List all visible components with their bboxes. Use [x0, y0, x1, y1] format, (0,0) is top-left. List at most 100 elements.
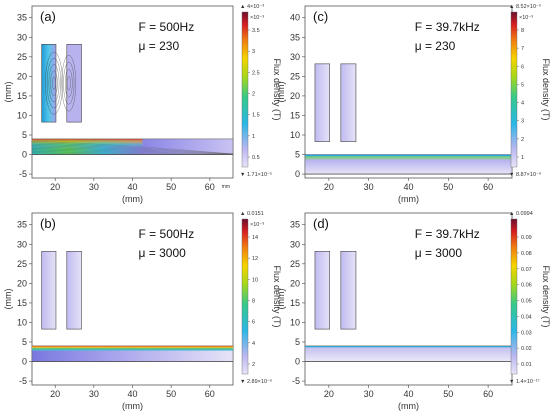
permeability-label: μ = 3000 — [415, 246, 463, 260]
y-axis-label: (mm) — [276, 289, 286, 310]
colorbar-tick-label: 3 — [521, 119, 524, 125]
colorbar — [241, 218, 249, 375]
colorbar-tick-label: 4 — [252, 341, 255, 347]
x-tick-label: 20 — [50, 389, 60, 399]
colorbar-title: Flux density (T) — [541, 265, 550, 327]
panel-b: 20 30 40 50 60 -5 0 5 10 15 20 25 30 35 (mm) (mm) (b) F =… — [3, 211, 282, 411]
y-tick-label: 30 — [17, 239, 27, 249]
flux-line — [31, 149, 234, 155]
colorbar-tick-label: 0.09 — [521, 235, 532, 241]
colorbar-tick-label: 8 — [252, 299, 255, 305]
x-tick-label: 50 — [443, 182, 453, 192]
colorbar-tick-label: 0.06 — [521, 283, 532, 289]
colorbar-tick-label: 1 — [252, 134, 255, 140]
y-tick-label: 10 — [290, 130, 300, 140]
panel-tag: (b) — [40, 216, 56, 231]
x-tick-label: 20 — [50, 182, 60, 192]
y-tick-label: 15 — [290, 110, 300, 120]
flux-line — [65, 69, 73, 98]
y-tick-label: -5 — [19, 376, 27, 386]
x-tick-label: 30 — [364, 389, 374, 399]
y-axis-label: (mm) — [3, 82, 13, 103]
colorbar-exponent: ×10⁻³ — [250, 222, 264, 228]
colorbar-tick-label: 8 — [521, 28, 524, 34]
colorbar-tick-label: 1.5 — [252, 113, 260, 119]
coil-winding-right — [340, 251, 357, 330]
colorbar — [510, 11, 518, 168]
y-tick-label: 5 — [295, 150, 300, 160]
coil-winding-left — [314, 63, 330, 142]
x-tick-label: 50 — [166, 182, 176, 192]
colorbar-max-label: ▲ 0.0994 — [509, 211, 533, 217]
x-axis-label: (mm) — [122, 401, 143, 411]
coil-winding-left — [314, 251, 330, 330]
x-axis-label: (mm) — [398, 401, 419, 411]
y-tick-label: 5 — [295, 337, 300, 347]
colorbar-tick-label: 0.5 — [252, 155, 260, 161]
frequency-label: F = 500Hz — [139, 227, 195, 241]
panel-tag: (a) — [40, 9, 56, 24]
colorbar-min-label: ▼ 2.89×10⁻⁶ — [240, 378, 272, 385]
x-axis-label: (mm) — [122, 194, 143, 204]
y-tick-label: 35 — [17, 13, 27, 23]
x-tick-label: 20 — [324, 389, 334, 399]
flux-line — [52, 76, 56, 90]
y-tick-label: 20 — [290, 91, 300, 101]
flux-line — [66, 76, 71, 91]
coil-winding-right — [66, 251, 82, 330]
colorbar-min-label: ▼ 1.4×10⁻¹⁷ — [509, 378, 540, 385]
coil-winding-right — [340, 63, 357, 142]
x-tick-label: 40 — [127, 182, 137, 192]
flux-line — [63, 62, 75, 105]
y-tick-label: 35 — [290, 220, 300, 230]
colorbar-tick-label: 12 — [252, 256, 258, 262]
frequency-label: F = 500Hz — [139, 20, 195, 34]
colorbar-tick-label: 0.07 — [521, 267, 532, 273]
x-tick-label: 30 — [364, 182, 374, 192]
x-tick-label: 40 — [403, 182, 413, 192]
colorbar-tick-label: 4 — [521, 101, 524, 107]
x-tick-label: 20 — [324, 182, 334, 192]
y-tick-label: 35 — [17, 220, 27, 230]
y-tick-label: 10 — [17, 317, 27, 327]
flux-line — [31, 141, 234, 155]
colorbar-tick-label: 14 — [252, 235, 258, 241]
colorbar-tick-label: 10 — [252, 277, 258, 283]
y-tick-label: 30 — [290, 52, 300, 62]
coil-winding-left — [41, 251, 57, 330]
panel-a: 20 30 40 50 60 -5 0 5 10 15 20 25 30 35 (mm) (mm) mm (a) F… — [3, 4, 282, 204]
colorbar-tick-label: 0.05 — [521, 299, 532, 305]
y-tick-label: 25 — [290, 259, 300, 269]
x-tick-label: 60 — [483, 182, 493, 192]
flux-line — [31, 146, 234, 155]
flux-line — [31, 145, 234, 155]
y-tick-label: 0 — [295, 357, 300, 367]
panel-tag: (c) — [313, 9, 328, 24]
y-tick-label: 0 — [22, 150, 27, 160]
y-axis-label: (mm) — [3, 289, 13, 310]
surface-field-band — [32, 345, 233, 351]
colorbar-max-label: ▲ 0.0151 — [240, 211, 264, 217]
y-tick-label: 35 — [290, 32, 300, 42]
colorbar-tick-label: 2.5 — [252, 70, 260, 76]
permeability-label: μ = 230 — [415, 39, 456, 53]
y-tick-label: 15 — [290, 298, 300, 308]
workpiece-plate — [304, 154, 513, 175]
colorbar-title: Flux density (T) — [541, 58, 550, 120]
colorbar-max-label: ▲ 8.52×10⁻³ — [509, 4, 541, 10]
colorbar-tick-label: 0.08 — [521, 251, 532, 257]
x-tick-label: 60 — [483, 389, 493, 399]
colorbar-tick-label: 6 — [521, 64, 524, 70]
colorbar — [510, 218, 518, 375]
colorbar-tick-label: 0.02 — [521, 346, 532, 352]
y-tick-label: 30 — [17, 32, 27, 42]
colorbar-tick-label: 7 — [521, 46, 524, 52]
colorbar-tick-label: 5 — [521, 82, 524, 88]
x-tick-label: 30 — [89, 389, 99, 399]
y-tick-label: 20 — [17, 278, 27, 288]
y-tick-label: 5 — [22, 130, 27, 140]
workpiece-plate — [304, 345, 513, 362]
permeability-label: μ = 3000 — [139, 246, 187, 260]
x-tick-label: 50 — [443, 389, 453, 399]
